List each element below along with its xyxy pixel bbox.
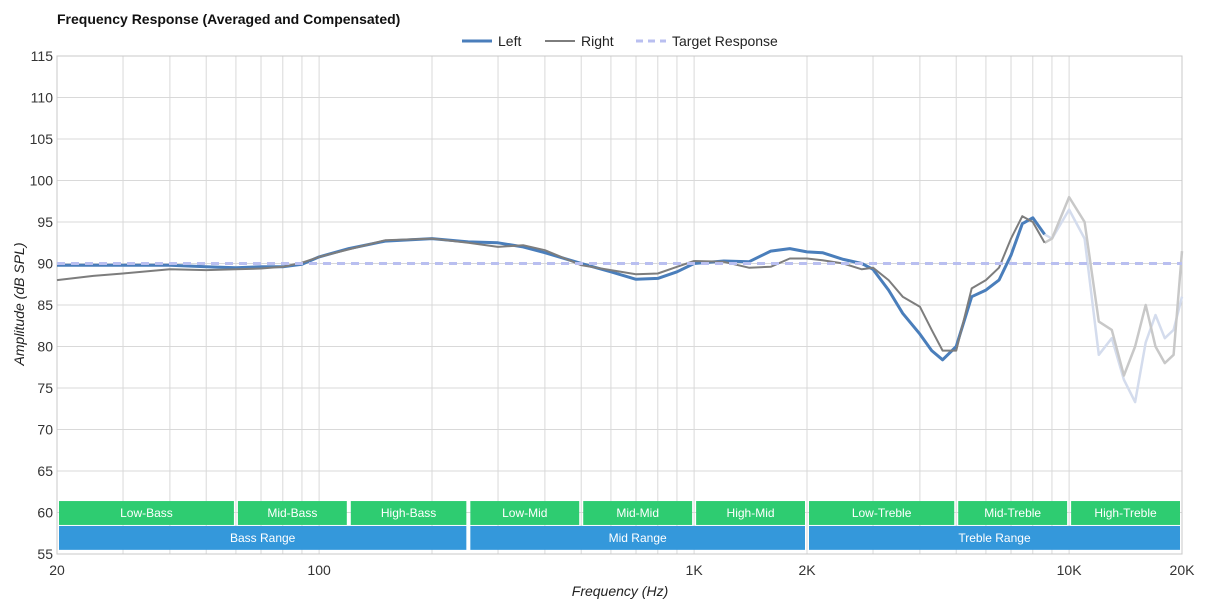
chart-title: Frequency Response (Averaged and Compens… [57,11,400,27]
y-tick-label: 95 [37,214,53,230]
band-label: Mid-Mid [616,506,659,520]
band-label: Low-Treble [852,506,912,520]
band-label: Mid-Treble [984,506,1041,520]
legend-label-target-response: Target Response [672,33,778,49]
right-series-line [56,215,1046,352]
band-mid-treble [958,501,1068,525]
x-tick-label: 1K [686,562,704,578]
x-tick-label: 20 [49,562,65,578]
band-label: Bass Range [230,531,296,545]
y-tick-label: 115 [31,48,54,64]
faded-left-line [1043,208,1184,404]
x-tick-label: 20K [1170,562,1196,578]
band-label: High-Bass [381,506,436,520]
y-tick-label: 90 [37,256,53,272]
band-mid-range [470,525,805,550]
x-tick-label: 10K [1057,562,1083,578]
y-tick-label: 75 [37,380,53,396]
y-tick-label: 70 [37,422,53,438]
y-axis-ticks: 55 60 65 70 75 80 85 90 95 100 105 110 115 [30,48,54,562]
band-label: Low-Mid [502,506,547,520]
y-axis-title: Amplitude (dB SPL) [11,243,27,367]
band-low-bass [59,501,234,525]
band-label: Mid Range [609,531,667,545]
plot-border [56,55,1183,555]
band-high-treble [1071,501,1180,525]
band-bass-range [59,525,467,550]
faded-right-line [1043,195,1184,377]
y-tick-label: 85 [37,297,53,313]
y-tick-label: 65 [37,463,53,479]
y-tick-label: 110 [31,90,54,106]
legend-label-right: Right [581,33,614,49]
band-label: High-Mid [727,506,775,520]
x-tick-label: 2K [798,562,816,578]
band-label: Mid-Bass [267,506,317,520]
y-tick-label: 100 [30,173,54,189]
legend: Left Right Target Response [462,33,778,49]
frequency-bands: Low-Bass Mid-Bass High-Bass Low-Mid Mid-Mid H… [59,501,1180,550]
band-treble-range [809,525,1180,550]
x-axis-ticks: 20 100 1K 2K 10K 20K [49,562,1195,578]
x-tick-label: 100 [307,562,331,578]
band-high-bass [350,501,467,525]
band-mid-mid [583,501,693,525]
y-tick-label: 60 [37,505,53,521]
series-layer [56,195,1184,404]
y-tick-label: 55 [37,546,53,562]
band-label: Treble Range [958,531,1031,545]
legend-label-left: Left [498,33,521,49]
band-label: High-Treble [1094,506,1157,520]
band-low-treble [809,501,955,525]
y-tick-label: 80 [37,339,53,355]
band-low-mid [470,501,580,525]
band-label: Low-Bass [120,506,173,520]
x-axis-title: Frequency (Hz) [572,583,668,599]
band-high-mid [696,501,805,525]
y-tick-label: 105 [30,131,54,147]
band-mid-bass [237,501,347,525]
grid [56,55,1183,555]
